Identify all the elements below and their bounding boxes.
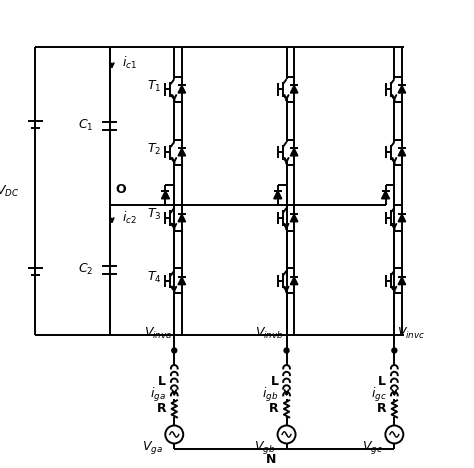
Polygon shape xyxy=(291,277,298,285)
Polygon shape xyxy=(178,214,186,222)
Text: L: L xyxy=(378,375,386,388)
Text: $C_2$: $C_2$ xyxy=(79,262,94,277)
Circle shape xyxy=(392,348,397,353)
Text: $V_{ga}$: $V_{ga}$ xyxy=(142,439,163,456)
Text: $T_3$: $T_3$ xyxy=(147,207,161,222)
Polygon shape xyxy=(178,277,186,285)
Polygon shape xyxy=(291,214,298,222)
Text: $T_2$: $T_2$ xyxy=(147,141,161,156)
Polygon shape xyxy=(291,148,298,156)
Text: $i_{ga}$: $i_{ga}$ xyxy=(150,386,166,404)
Text: $T_1$: $T_1$ xyxy=(147,79,161,94)
Text: $V_{invb}$: $V_{invb}$ xyxy=(255,325,284,341)
Polygon shape xyxy=(398,214,406,222)
Text: $i_{c1}$: $i_{c1}$ xyxy=(122,55,137,71)
Polygon shape xyxy=(162,191,170,199)
Text: $i_{gb}$: $i_{gb}$ xyxy=(262,386,278,404)
Text: R: R xyxy=(269,402,278,416)
Text: $V_{DC}$: $V_{DC}$ xyxy=(0,183,20,198)
Circle shape xyxy=(172,348,177,353)
Polygon shape xyxy=(273,191,282,199)
Circle shape xyxy=(284,348,289,353)
Text: L: L xyxy=(271,375,278,388)
Polygon shape xyxy=(398,277,406,285)
Text: $V_{invc}$: $V_{invc}$ xyxy=(397,325,425,341)
Text: $V_{gc}$: $V_{gc}$ xyxy=(362,439,383,456)
Polygon shape xyxy=(291,86,298,93)
Text: O: O xyxy=(115,183,126,197)
Text: R: R xyxy=(156,402,166,416)
Text: $V_{inva}$: $V_{inva}$ xyxy=(144,325,172,341)
Text: $i_{gc}$: $i_{gc}$ xyxy=(371,386,386,404)
Text: $i_{c2}$: $i_{c2}$ xyxy=(122,210,137,226)
Text: $V_{gb}$: $V_{gb}$ xyxy=(254,439,275,456)
Text: N: N xyxy=(266,453,277,466)
Text: $C_1$: $C_1$ xyxy=(78,118,94,133)
Polygon shape xyxy=(178,148,186,156)
Text: L: L xyxy=(158,375,166,388)
Polygon shape xyxy=(398,148,406,156)
Polygon shape xyxy=(178,86,186,93)
Polygon shape xyxy=(382,191,390,199)
Text: $T_4$: $T_4$ xyxy=(146,270,161,285)
Text: R: R xyxy=(377,402,386,416)
Polygon shape xyxy=(398,86,406,93)
